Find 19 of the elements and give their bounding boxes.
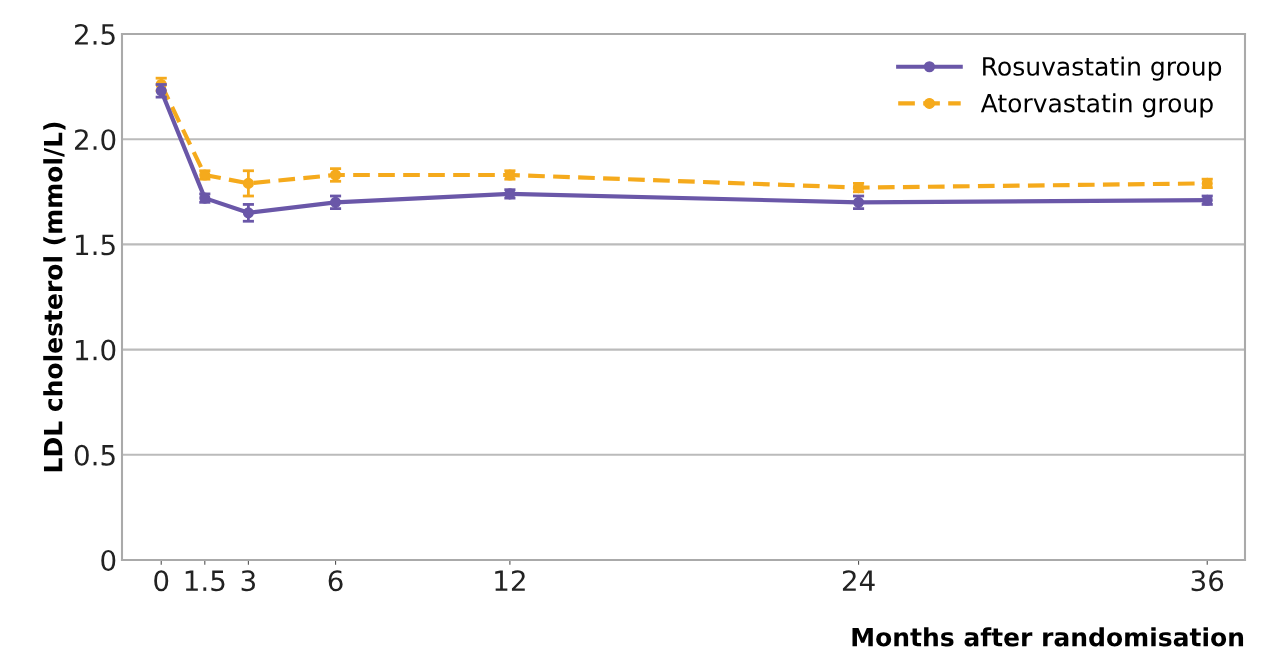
- x-tick-label: 24: [842, 570, 875, 591]
- x-tick-label: 36: [1191, 570, 1224, 592]
- legend-label: Rosuvastatin group: [983, 56, 1222, 81]
- y-tick-label: 0.5: [74, 444, 115, 466]
- y-tick-label: 1.0: [76, 339, 116, 361]
- legend-label: Atorvastatin group: [980, 93, 1213, 118]
- x-tick-label: 12: [495, 570, 525, 591]
- x-tick-label: 6: [328, 570, 343, 592]
- y-tick-label: 2.0: [75, 129, 116, 151]
- y-tick-label: 2.5: [75, 23, 115, 45]
- y-tick-label: 0: [101, 549, 116, 571]
- point: [242, 177, 254, 189]
- x-tick-label: 3: [241, 570, 255, 592]
- x-axis-title: Months after randomisation: [852, 627, 1244, 647]
- x-tick-label: 0: [154, 570, 169, 592]
- point: [242, 207, 254, 219]
- x-tick-label: 1.5: [185, 570, 225, 592]
- y-axis-title: LDL cholesterol (mmol/L): [43, 122, 66, 472]
- y-tick-label: 1.5: [76, 234, 115, 256]
